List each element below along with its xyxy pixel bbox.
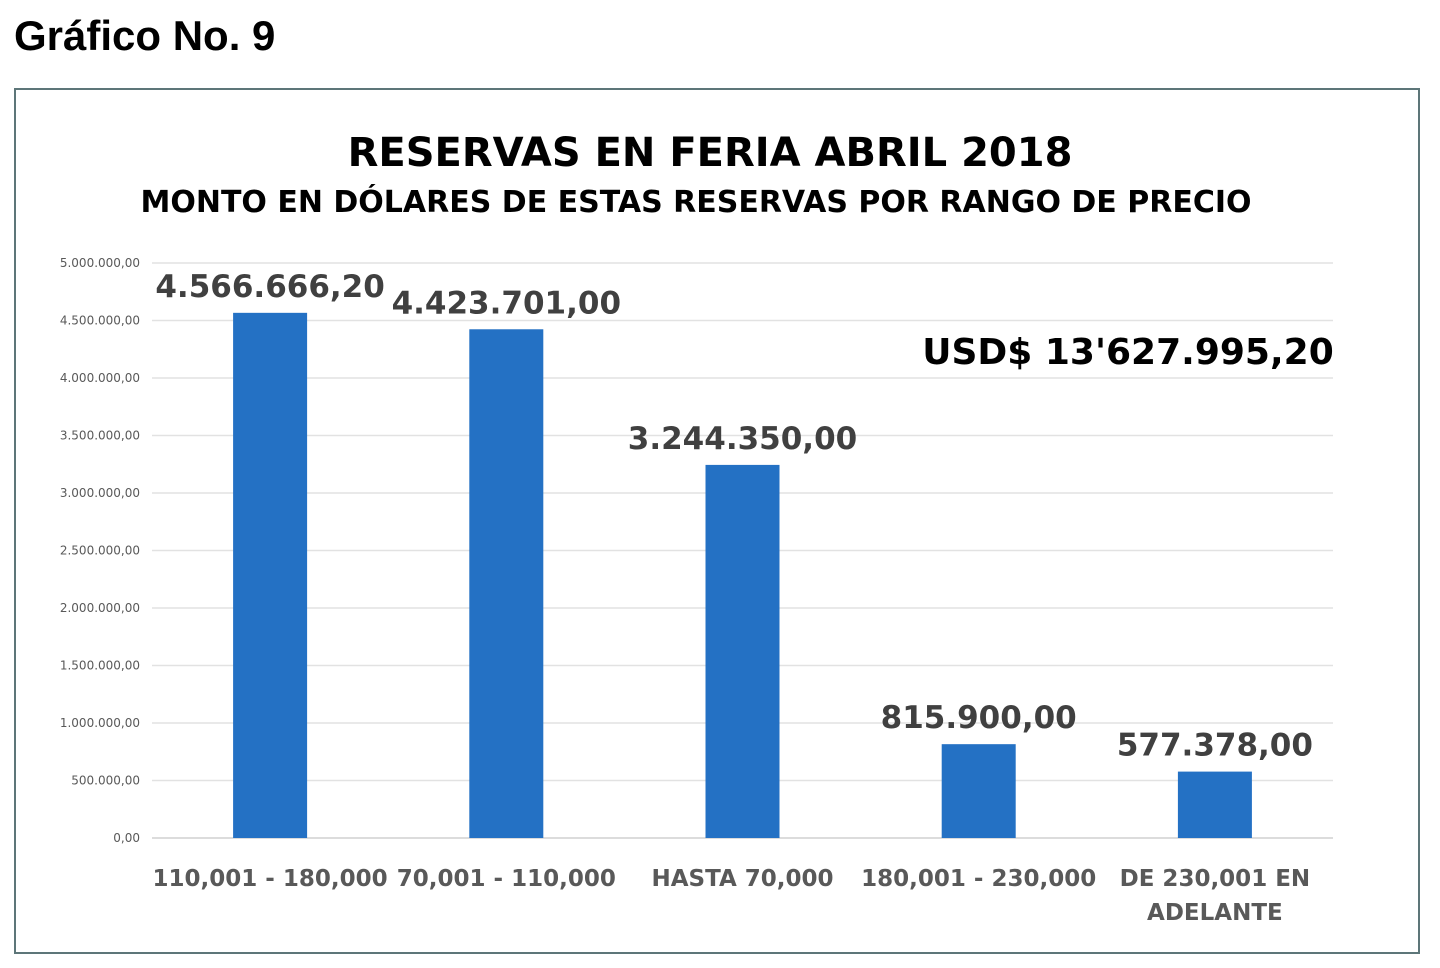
x-category-label: ADELANTE <box>1147 900 1283 926</box>
y-tick-label: 3.500.000,00 <box>60 429 140 443</box>
y-tick-label: 2.000.000,00 <box>60 601 140 615</box>
figure-heading: Gráfico No. 9 <box>14 12 276 59</box>
data-label: 3.244.350,00 <box>628 421 857 457</box>
data-label: 577.378,00 <box>1117 728 1313 764</box>
y-tick-label: 5.000.000,00 <box>60 256 140 270</box>
y-tick-label: 0,00 <box>113 831 140 845</box>
chart-title: RESERVAS EN FERIA ABRIL 2018 <box>348 130 1073 176</box>
y-tick-label: 4.500.000,00 <box>60 314 140 328</box>
y-tick-label: 1.500.000,00 <box>60 659 140 673</box>
x-category-label: 70,001 - 110,000 <box>397 866 616 892</box>
x-category-label: 180,001 - 230,000 <box>861 866 1096 892</box>
data-label: 4.566.666,20 <box>155 269 384 305</box>
y-tick-label: 500.000,00 <box>71 774 140 788</box>
bar <box>941 744 1016 838</box>
y-tick-label: 3.000.000,00 <box>60 486 140 500</box>
bar <box>233 312 308 838</box>
y-tick-label: 2.500.000,00 <box>60 544 140 558</box>
x-category-label: HASTA 70,000 <box>651 866 833 892</box>
bar <box>469 329 544 838</box>
x-category-label: DE 230,001 EN <box>1120 866 1311 892</box>
data-label: 815.900,00 <box>881 700 1077 736</box>
y-tick-label: 1.000.000,00 <box>60 716 140 730</box>
data-label: 4.423.701,00 <box>392 285 621 321</box>
total-annotation: USD$ 13'627.995,20 <box>922 332 1334 373</box>
chart-frame <box>14 88 1420 954</box>
y-tick-label: 4.000.000,00 <box>60 371 140 385</box>
chart-subtitle: MONTO EN DÓLARES DE ESTAS RESERVAS POR R… <box>140 183 1251 220</box>
bar <box>1177 771 1252 838</box>
x-category-label: 110,001 - 180,000 <box>153 866 388 892</box>
bar <box>705 464 780 838</box>
